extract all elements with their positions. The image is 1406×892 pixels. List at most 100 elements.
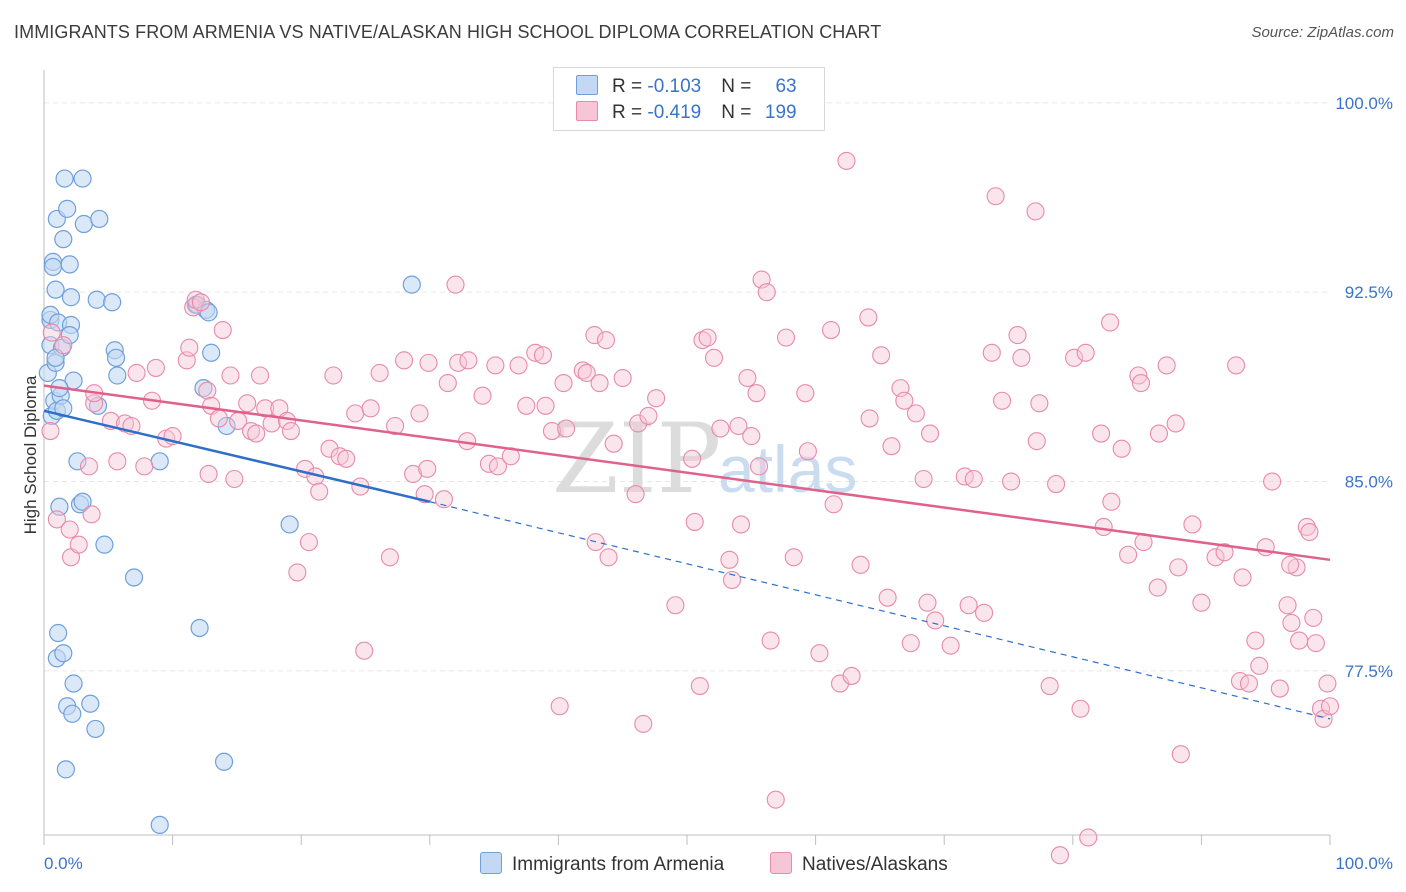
- armenia-point: [86, 719, 105, 739]
- natives-point: [776, 328, 796, 347]
- natives-point: [1183, 515, 1202, 534]
- series-natives-points: [41, 151, 1340, 865]
- natives-point: [225, 469, 244, 489]
- natives-point: [262, 414, 281, 433]
- natives-point: [895, 391, 914, 410]
- natives-point: [1012, 348, 1031, 367]
- armenia-point: [54, 399, 73, 418]
- natives-point: [693, 331, 712, 350]
- bottom-legend-natives: Natives/Alaskans: [770, 852, 948, 876]
- natives-point: [1026, 202, 1045, 221]
- natives-point: [859, 308, 878, 327]
- natives-point: [324, 366, 343, 385]
- bottom-legend-label: Immigrants from Armenia: [512, 854, 725, 875]
- natives-point: [613, 368, 632, 388]
- natives-point: [395, 351, 414, 370]
- armenia-point: [58, 199, 77, 218]
- natives-point: [1065, 348, 1084, 367]
- armenia-point: [49, 623, 68, 643]
- armenia-point: [55, 169, 74, 188]
- natives-point: [639, 406, 658, 425]
- natives-point: [509, 356, 528, 375]
- y-tick-label: 100.0%: [1335, 94, 1393, 113]
- legend-n-value: 199: [764, 102, 797, 123]
- natives-point: [585, 326, 604, 345]
- armenia-point: [202, 343, 221, 362]
- natives-point: [1094, 517, 1113, 537]
- natives-point: [749, 457, 769, 476]
- armenia-point: [63, 704, 82, 723]
- natives-point: [704, 348, 724, 367]
- natives-point: [629, 414, 648, 433]
- natives-point: [1119, 545, 1138, 564]
- natives-point: [146, 358, 165, 377]
- armenia-point: [64, 674, 83, 693]
- armenia-point: [74, 214, 93, 234]
- watermark-atlas: atlas: [718, 432, 857, 506]
- armenia-point: [54, 644, 73, 663]
- natives-point: [964, 469, 983, 489]
- natives-point: [449, 353, 468, 372]
- natives-point: [198, 381, 217, 400]
- natives-point: [959, 596, 978, 615]
- natives-point: [533, 346, 553, 365]
- natives-point: [404, 464, 423, 484]
- natives-point: [1030, 394, 1049, 413]
- legend-row-armenia: R = -0.103 N = 63: [576, 75, 797, 101]
- natives-point: [784, 548, 803, 567]
- natives-point: [550, 697, 569, 716]
- legend-r-value: -0.103: [647, 76, 702, 97]
- natives-point: [127, 363, 146, 383]
- natives-point: [299, 533, 318, 552]
- natives-point: [380, 548, 399, 567]
- armenia-point: [150, 815, 169, 835]
- natives-point: [1008, 326, 1027, 345]
- natives-point: [1148, 578, 1167, 597]
- armenia-point: [190, 618, 209, 638]
- armenia-point: [108, 366, 127, 385]
- natives-point: [742, 427, 761, 446]
- natives-point: [1282, 613, 1301, 632]
- bottom-legend-armenia: Immigrants from Armenia: [480, 852, 724, 876]
- y-tick-label: 85.0%: [1345, 473, 1393, 492]
- armenia-point: [73, 492, 92, 511]
- armenia-point: [124, 568, 144, 587]
- natives-point: [557, 419, 576, 438]
- natives-point: [1149, 424, 1169, 443]
- natives-point: [1102, 492, 1121, 511]
- natives-point: [731, 515, 751, 534]
- natives-point: [542, 421, 562, 441]
- x-tick-label: 0.0%: [44, 854, 83, 873]
- natives-point: [554, 374, 573, 393]
- natives-point: [337, 449, 356, 468]
- natives-point: [1233, 568, 1252, 587]
- natives-point: [135, 457, 154, 476]
- natives-point: [918, 593, 937, 612]
- natives-point: [878, 588, 897, 607]
- natives-point: [685, 512, 704, 531]
- x-tick-label: 100.0%: [1335, 854, 1393, 873]
- natives-point: [982, 343, 1001, 362]
- natives-point: [1250, 656, 1269, 675]
- natives-point: [241, 421, 261, 441]
- natives-point: [810, 644, 829, 663]
- legend-swatch-pink: [576, 101, 598, 121]
- natives-point: [1206, 548, 1225, 567]
- natives-point: [729, 416, 748, 436]
- legend-n-label: N =: [721, 102, 757, 123]
- natives-point: [941, 636, 960, 655]
- armenia-point: [87, 290, 106, 309]
- natives-point: [186, 290, 205, 309]
- natives-point: [209, 409, 228, 428]
- natives-point: [1092, 424, 1111, 443]
- natives-point: [1246, 631, 1265, 650]
- armenia-point: [150, 452, 169, 471]
- natives-point: [926, 611, 945, 630]
- natives-point: [577, 363, 596, 383]
- armenia-point: [68, 452, 87, 471]
- natives-point: [1076, 343, 1095, 362]
- legend-r-value: -0.419: [647, 102, 702, 123]
- armenia-point: [214, 752, 234, 771]
- natives-point: [1306, 634, 1325, 653]
- natives-point: [851, 555, 870, 574]
